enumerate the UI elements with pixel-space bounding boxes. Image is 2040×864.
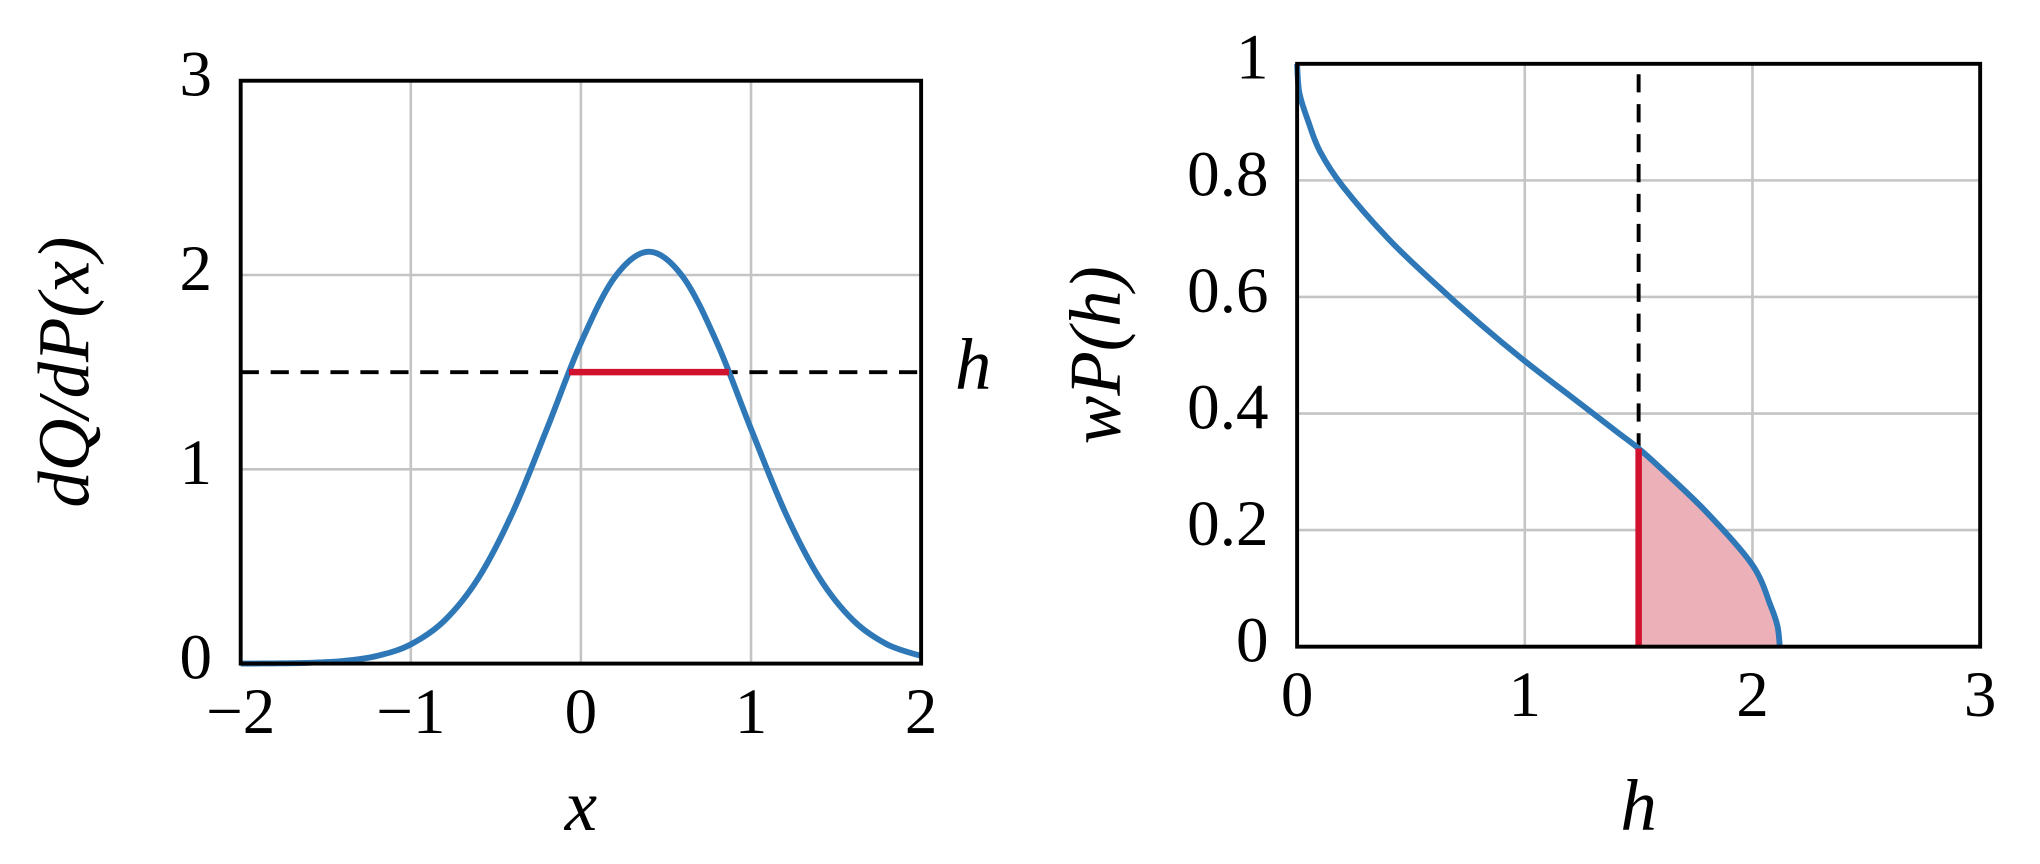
shaded-area xyxy=(1638,448,1780,647)
x-tick-label: 2 xyxy=(1736,659,1769,731)
y-axis-label: wP(h) xyxy=(1055,266,1136,444)
y-tick-label: 0 xyxy=(1236,605,1269,677)
x-tick-label: −1 xyxy=(376,676,445,748)
plot-frame xyxy=(238,78,924,666)
x-tick-label: 0 xyxy=(565,676,598,748)
y-tick-label: 3 xyxy=(180,39,213,111)
chart: −2 −1 0 1 2 0 1 2 3 h x dQ/dP(x) xyxy=(23,39,991,846)
x-tick-label: −2 xyxy=(206,676,275,748)
x-axis-label: h xyxy=(1620,765,1656,846)
x-tick-label: 1 xyxy=(1509,659,1542,731)
curve xyxy=(1294,63,1783,647)
x-tick-label: 3 xyxy=(1964,659,1997,731)
plot-frame xyxy=(1295,61,1983,649)
y-tick-label: 0.6 xyxy=(1187,255,1268,327)
y-tick-label: 0 xyxy=(180,622,213,694)
y-tick-label: 0.4 xyxy=(1187,371,1268,443)
y-axis-label: dQ/dP(x) xyxy=(23,237,104,508)
y-tick-label: 0.2 xyxy=(1187,488,1268,560)
y-tick-label: 0.8 xyxy=(1187,138,1268,210)
y-tick-label: 1 xyxy=(180,427,213,499)
x-axis-label: x xyxy=(564,765,597,846)
y-tick-label: 1 xyxy=(1236,22,1269,94)
x-tick-label: 2 xyxy=(905,676,938,748)
x-tick-label: 1 xyxy=(735,676,768,748)
chart: 0 1 2 3 0 0.2 0.4 0.6 0.8 1 h wP(h) xyxy=(1055,22,1996,846)
x-tick-label: 0 xyxy=(1281,659,1314,731)
curve xyxy=(240,248,923,667)
y-tick-label: 2 xyxy=(180,233,213,305)
threshold-label: h xyxy=(955,324,991,405)
